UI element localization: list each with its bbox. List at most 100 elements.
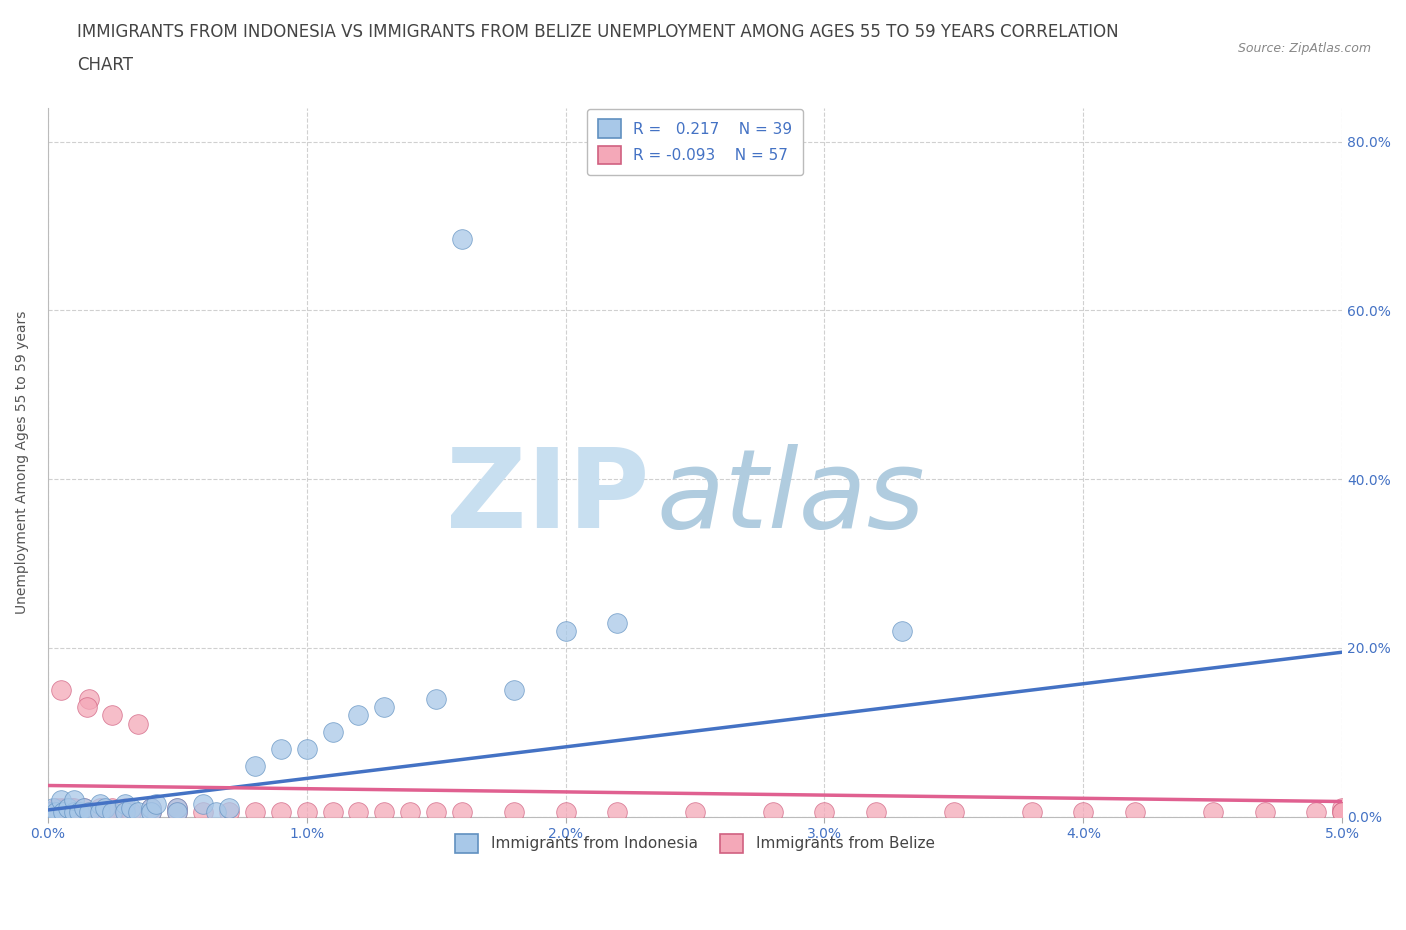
Point bbox=[49, 683, 72, 698]
Point bbox=[1331, 801, 1354, 816]
Point bbox=[166, 801, 188, 816]
Point bbox=[67, 805, 90, 820]
Point bbox=[322, 805, 344, 820]
Point bbox=[49, 792, 72, 807]
Point bbox=[39, 805, 62, 820]
Point bbox=[399, 805, 422, 820]
Text: CHART: CHART bbox=[77, 56, 134, 73]
Point bbox=[101, 708, 124, 723]
Point bbox=[683, 805, 706, 820]
Point bbox=[52, 805, 75, 820]
Point bbox=[166, 805, 188, 820]
Point bbox=[1331, 805, 1354, 820]
Point bbox=[120, 801, 142, 816]
Point bbox=[55, 801, 77, 816]
Point bbox=[141, 801, 163, 816]
Point bbox=[243, 805, 266, 820]
Point bbox=[295, 742, 318, 757]
Point bbox=[1305, 805, 1327, 820]
Point bbox=[58, 801, 80, 816]
Point bbox=[73, 801, 96, 816]
Point bbox=[114, 801, 136, 816]
Point bbox=[89, 805, 111, 820]
Point bbox=[295, 805, 318, 820]
Point bbox=[60, 801, 83, 816]
Point bbox=[114, 797, 136, 812]
Point bbox=[1253, 805, 1275, 820]
Point bbox=[554, 805, 576, 820]
Point bbox=[891, 624, 914, 639]
Point bbox=[451, 805, 474, 820]
Point bbox=[39, 805, 62, 820]
Point bbox=[58, 805, 80, 820]
Point bbox=[218, 805, 240, 820]
Point bbox=[145, 797, 167, 812]
Point bbox=[554, 624, 576, 639]
Point bbox=[44, 801, 66, 816]
Point bbox=[813, 805, 835, 820]
Point bbox=[89, 801, 111, 816]
Point bbox=[1123, 805, 1146, 820]
Text: atlas: atlas bbox=[657, 445, 925, 551]
Point bbox=[141, 805, 163, 820]
Point bbox=[191, 797, 214, 812]
Point bbox=[606, 805, 628, 820]
Point bbox=[166, 801, 188, 816]
Point bbox=[1331, 805, 1354, 820]
Point bbox=[205, 805, 228, 820]
Point bbox=[44, 805, 66, 820]
Point bbox=[270, 742, 292, 757]
Point bbox=[49, 801, 72, 816]
Point bbox=[93, 801, 115, 816]
Point bbox=[502, 805, 524, 820]
Point bbox=[42, 801, 65, 816]
Point bbox=[127, 805, 149, 820]
Point bbox=[46, 805, 69, 820]
Point bbox=[62, 805, 84, 820]
Point bbox=[191, 805, 214, 820]
Point bbox=[373, 699, 395, 714]
Point bbox=[62, 792, 84, 807]
Point bbox=[77, 691, 100, 706]
Point bbox=[141, 801, 163, 816]
Point bbox=[865, 805, 887, 820]
Y-axis label: Unemployment Among Ages 55 to 59 years: Unemployment Among Ages 55 to 59 years bbox=[15, 311, 30, 614]
Point bbox=[62, 801, 84, 816]
Text: Source: ZipAtlas.com: Source: ZipAtlas.com bbox=[1237, 42, 1371, 55]
Point bbox=[606, 616, 628, 631]
Point bbox=[52, 805, 75, 820]
Point bbox=[73, 801, 96, 816]
Point bbox=[93, 805, 115, 820]
Point bbox=[76, 699, 98, 714]
Point bbox=[120, 805, 142, 820]
Point bbox=[373, 805, 395, 820]
Point bbox=[1073, 805, 1095, 820]
Point bbox=[942, 805, 965, 820]
Point bbox=[166, 805, 188, 820]
Point bbox=[89, 805, 111, 820]
Point bbox=[141, 805, 163, 820]
Point bbox=[101, 801, 124, 816]
Point bbox=[1021, 805, 1043, 820]
Point bbox=[243, 759, 266, 774]
Point bbox=[67, 805, 90, 820]
Point bbox=[127, 716, 149, 731]
Point bbox=[42, 805, 65, 820]
Point bbox=[1202, 805, 1225, 820]
Point bbox=[218, 801, 240, 816]
Point bbox=[425, 805, 447, 820]
Point bbox=[77, 805, 100, 820]
Point bbox=[114, 805, 136, 820]
Legend: Immigrants from Indonesia, Immigrants from Belize: Immigrants from Indonesia, Immigrants fr… bbox=[450, 828, 941, 858]
Text: ZIP: ZIP bbox=[446, 445, 650, 551]
Point bbox=[114, 805, 136, 820]
Point bbox=[425, 691, 447, 706]
Point bbox=[347, 805, 370, 820]
Point bbox=[101, 805, 124, 820]
Point bbox=[322, 724, 344, 739]
Point bbox=[270, 805, 292, 820]
Point bbox=[347, 708, 370, 723]
Point bbox=[502, 683, 524, 698]
Point bbox=[62, 805, 84, 820]
Point bbox=[451, 232, 474, 246]
